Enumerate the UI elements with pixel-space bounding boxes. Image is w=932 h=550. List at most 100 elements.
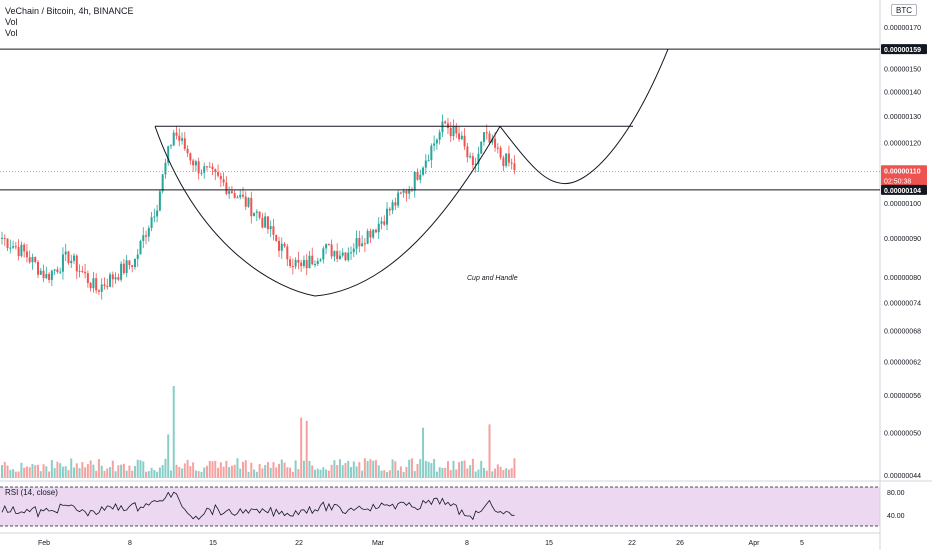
volume-bar xyxy=(369,459,372,478)
volume-bar xyxy=(413,471,416,478)
price-tick-label: 0.00000056 xyxy=(884,393,921,400)
volume-bar xyxy=(61,466,64,478)
volume-bar xyxy=(161,465,164,478)
volume-bar xyxy=(192,462,195,478)
candle-body xyxy=(482,132,485,142)
candle-body xyxy=(294,259,297,267)
volume-bar xyxy=(275,467,278,478)
candle-body xyxy=(325,244,328,249)
candle-body xyxy=(466,146,469,158)
price-badge-lower: 0.00000104 xyxy=(884,188,921,195)
rsi-pane: 80.00 40.00 xyxy=(0,486,905,527)
candle-body xyxy=(480,141,483,154)
volume-bar xyxy=(278,463,280,478)
volume-bar xyxy=(205,465,208,478)
volume-bar xyxy=(78,468,81,478)
candle-body xyxy=(507,153,510,163)
candle-body xyxy=(59,271,62,273)
time-tick-label: 5 xyxy=(800,540,804,547)
volume-bar xyxy=(355,466,358,478)
volume-bar xyxy=(458,462,461,478)
volume-bar xyxy=(491,471,494,478)
volume-bar xyxy=(214,460,217,478)
volume-bar xyxy=(53,468,56,478)
volume-bar xyxy=(208,460,211,478)
candle-body xyxy=(438,132,441,140)
price-badge-lower-bg xyxy=(881,184,927,195)
candle-body xyxy=(3,237,6,239)
candle-body xyxy=(167,146,170,163)
price-tick-label: 0.00000100 xyxy=(884,201,921,208)
price-tick-label: 0.00000150 xyxy=(884,66,921,73)
candle-body xyxy=(205,166,208,168)
candle-body xyxy=(413,171,416,191)
candle-body xyxy=(14,246,17,248)
volume-bar xyxy=(230,465,233,478)
volume-bar xyxy=(100,465,103,478)
candle-body xyxy=(286,246,289,260)
volume-bar xyxy=(302,460,305,478)
candle-body xyxy=(250,197,253,217)
volume-bar xyxy=(244,460,247,478)
candle-body xyxy=(305,260,308,269)
time-tick-label: 8 xyxy=(128,540,132,547)
time-tick-label: 22 xyxy=(295,540,303,547)
candle-body xyxy=(133,258,136,268)
candle-body xyxy=(485,132,488,134)
candle-body xyxy=(64,251,67,255)
volume-bar xyxy=(20,462,23,478)
volume-bar xyxy=(372,460,375,478)
price-tick-label: 0.00000090 xyxy=(884,236,921,243)
volume-bar xyxy=(247,471,250,478)
volume-bar xyxy=(419,459,422,478)
volume-bar xyxy=(255,471,258,478)
volume-bar xyxy=(377,465,380,478)
candle-body xyxy=(386,208,389,225)
volume-bar xyxy=(183,463,186,478)
volume-bar xyxy=(217,467,220,478)
volume-legend-2: Vol xyxy=(5,28,18,38)
volume-bar xyxy=(37,464,40,478)
volume-bar xyxy=(222,466,225,478)
candle-body xyxy=(61,254,64,272)
volume-bar xyxy=(3,461,6,478)
currency-button[interactable]: BTC xyxy=(891,4,917,16)
volume-bar xyxy=(181,468,184,478)
candle-body xyxy=(374,229,377,233)
volume-bar xyxy=(1,464,3,478)
volume-bar xyxy=(460,461,463,478)
candle-body xyxy=(12,246,15,248)
candle-body xyxy=(50,270,53,280)
candle-body xyxy=(266,216,269,230)
volume-bar xyxy=(25,466,28,478)
chart-legend: VeChain / Bitcoin, 4h, BINANCE Vol Vol xyxy=(5,6,134,39)
volume-bar xyxy=(477,469,480,478)
volume-bar xyxy=(253,469,256,478)
rsi-band xyxy=(0,487,880,526)
candle-body xyxy=(474,163,477,165)
volume-bar xyxy=(167,434,170,478)
candle-body xyxy=(494,138,497,148)
volume-bar xyxy=(59,463,62,478)
candle-body xyxy=(92,278,95,289)
time-tick-label: Apr xyxy=(749,540,761,547)
candle-body xyxy=(496,147,499,149)
candle-body xyxy=(444,121,447,124)
volume-bar xyxy=(31,464,34,478)
volume-bar xyxy=(239,468,242,478)
volume-bar xyxy=(350,467,353,478)
price-tick-label: 0.00000130 xyxy=(884,114,921,121)
candle-body xyxy=(122,263,125,274)
candle-body xyxy=(341,252,344,256)
candle-body xyxy=(128,260,131,266)
candle-body xyxy=(455,126,458,134)
price-tick-label: 0.00000080 xyxy=(884,275,921,282)
volume-bar xyxy=(366,460,369,478)
volume-bar xyxy=(427,461,430,478)
volume-bar xyxy=(336,464,339,478)
candle-body xyxy=(37,262,40,275)
candle-body xyxy=(280,243,283,251)
volume-bar xyxy=(28,467,31,478)
candle-body xyxy=(275,234,278,241)
